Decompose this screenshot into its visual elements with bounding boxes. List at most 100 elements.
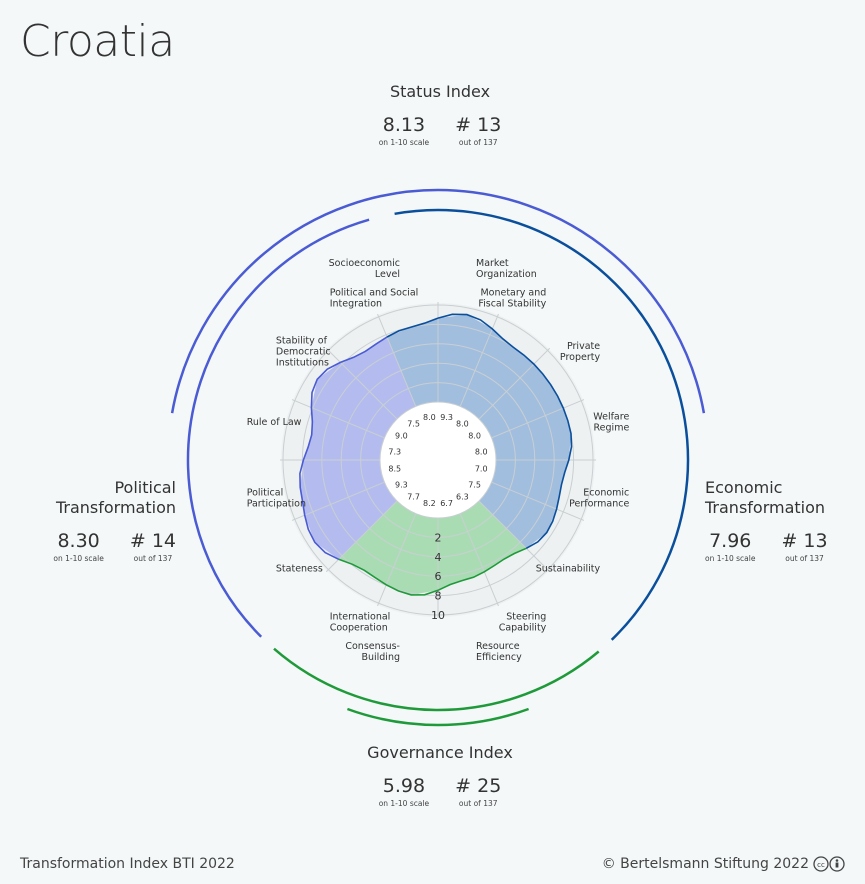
- criterion-label-6-0: Steering: [506, 612, 546, 623]
- spoke-7: [459, 513, 499, 607]
- spoke-10: [325, 500, 398, 573]
- economic-rank: # 13: [781, 530, 828, 552]
- political-arc: [186, 218, 370, 638]
- criterion-label-6-1: Capability: [499, 623, 547, 634]
- criterion-label-1-1: Fiscal Stability: [478, 298, 546, 309]
- governance-index-block: Governance Index 5.98 on 1-10 scale # 25 o…: [340, 743, 540, 808]
- criterion-label-11-0: Political: [247, 488, 284, 499]
- footer-copyright-text: © Bertelsmann Stiftung 2022: [601, 856, 809, 872]
- criterion-label-13-0: Stability of: [276, 336, 328, 347]
- spoke-6: [478, 500, 551, 573]
- governance-score: 5.98: [382, 775, 426, 797]
- criterion-label-9-0: International: [330, 612, 391, 623]
- criterion-label-8-0: Consensus-: [345, 641, 400, 652]
- value-label-6: 6.3: [456, 493, 469, 502]
- criterion-label-8-1: Building: [361, 652, 400, 663]
- criterion-label-2-1: Property: [560, 352, 601, 363]
- value-label-9: 7.7: [407, 493, 420, 502]
- cc-license-icon: cc: [813, 856, 845, 872]
- governance-outline-1: [338, 547, 527, 596]
- economic-block: Economic Transformation 7.96 on 1-10 scal…: [705, 478, 855, 563]
- scale-tick-2: 2: [435, 531, 442, 544]
- spoke-11: [291, 481, 385, 521]
- economic-score: 7.96: [709, 530, 752, 552]
- criterion-label-5-0: Sustainability: [536, 563, 601, 574]
- value-label-12: 7.3: [388, 447, 401, 456]
- spoke-3: [491, 399, 585, 439]
- governance-index-title: Governance Index: [367, 743, 513, 762]
- value-label-4: 7.0: [475, 465, 488, 474]
- value-label-13: 9.0: [395, 432, 408, 441]
- economic-rank-note: out of 137: [785, 554, 824, 563]
- status-index-title: Status Index: [389, 82, 491, 101]
- footer-copyright: © Bertelsmann Stiftung 2022 cc: [602, 856, 845, 872]
- status-score-note: on 1-10 scale: [378, 138, 430, 147]
- political-block: Political Transformation 8.30 on 1-10 sca…: [30, 478, 200, 563]
- criterion-label-2-0: Private: [567, 341, 600, 352]
- footer-source: Transformation Index BTI 2022: [20, 856, 235, 872]
- political-title-1: Political: [114, 478, 176, 497]
- economic-outline-0: [437, 313, 573, 549]
- status-index-arc: [170, 188, 706, 414]
- political-outline-2: [299, 336, 388, 561]
- political-score-note: on 1-10 scale: [53, 554, 104, 563]
- criterion-label-4-1: Performance: [569, 499, 629, 510]
- criterion-label-11-1: Participation: [247, 499, 306, 510]
- criterion-label-12-0: Rule of Law: [247, 417, 302, 428]
- criterion-label-14-1: Integration: [330, 298, 382, 309]
- political-score: 8.30: [57, 530, 100, 552]
- criterion-label-7-0: Resource: [476, 641, 520, 652]
- political-rank-note: out of 137: [133, 554, 173, 563]
- criterion-label-3-1: Regime: [594, 423, 630, 434]
- value-label-15: 8.0: [423, 413, 436, 422]
- value-label-1: 8.0: [456, 419, 469, 428]
- criterion-label-3-0: Welfare: [593, 412, 629, 423]
- criterion-label-1-0: Monetary and: [480, 287, 546, 298]
- spoke-2: [478, 347, 551, 420]
- value-label-5: 7.5: [468, 480, 481, 489]
- economic-arc: [394, 208, 690, 641]
- status-score: 8.13: [382, 114, 426, 136]
- criterion-label-10-0: Stateness: [276, 563, 323, 574]
- value-label-2: 8.0: [468, 432, 481, 441]
- status-index-block: Status Index 8.13 on 1-10 scale # 13 out o…: [340, 82, 540, 147]
- governance-score-note: on 1-10 scale: [378, 799, 430, 808]
- criterion-label-0-1: Organization: [476, 269, 537, 280]
- political-area-2: [300, 337, 438, 560]
- political-rank: # 14: [129, 530, 176, 552]
- svg-text:cc: cc: [817, 861, 825, 869]
- value-label-8: 8.2: [423, 499, 436, 508]
- value-label-3: 8.0: [475, 447, 488, 456]
- value-label-14: 7.5: [407, 419, 420, 428]
- criterion-label-4-0: Economic: [583, 488, 629, 499]
- spoke-14: [325, 347, 398, 420]
- spoke-5: [491, 481, 585, 521]
- value-label-11: 8.5: [388, 465, 401, 474]
- value-label-10: 9.3: [395, 480, 408, 489]
- economic-score-note: on 1-10 scale: [705, 554, 756, 563]
- spoke-15: [377, 313, 417, 407]
- governance-index-arc: [346, 707, 530, 727]
- criterion-label-0-0: Market: [476, 258, 509, 269]
- criterion-label-15-0: Socioeconomic: [329, 258, 400, 269]
- value-label-7: 6.7: [440, 499, 453, 508]
- economic-outline-3: [386, 317, 439, 338]
- country-title: Croatia: [20, 16, 175, 67]
- status-rank-note: out of 137: [458, 138, 498, 147]
- status-rank: # 13: [455, 114, 502, 136]
- economic-title-2: Transformation: [705, 498, 826, 517]
- spoke-13: [291, 399, 385, 439]
- criterion-label-9-1: Cooperation: [330, 623, 388, 634]
- criterion-label-7-1: Efficiency: [476, 652, 522, 663]
- scale-tick-10: 10: [431, 609, 445, 622]
- value-label-0: 9.3: [440, 413, 453, 422]
- criterion-label-15-1: Level: [375, 269, 400, 280]
- political-title-2: Transformation: [55, 498, 176, 517]
- scale-tick-8: 8: [435, 590, 442, 603]
- economic-title-1: Economic: [705, 478, 783, 497]
- criterion-label-13-1: Democratic: [276, 347, 331, 358]
- governance-rank: # 25: [455, 775, 502, 797]
- scale-tick-6: 6: [435, 570, 442, 583]
- criterion-label-14-0: Political and Social: [330, 287, 419, 298]
